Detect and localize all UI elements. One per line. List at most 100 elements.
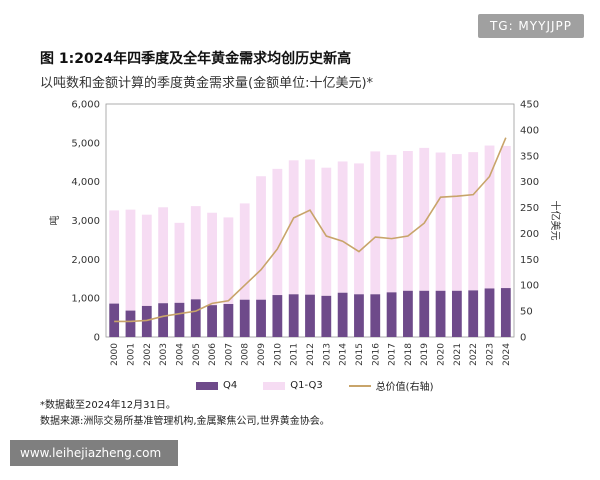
x-tick-label: 2023 (486, 343, 496, 366)
bar-q1q3 (337, 161, 348, 293)
x-tick-label: 2019 (420, 343, 430, 366)
bar-q1q3 (500, 145, 511, 289)
bar-q1q3 (354, 163, 364, 295)
x-tick-label: 2017 (388, 343, 398, 366)
bar-q1q3 (190, 206, 201, 300)
bar-q4 (419, 290, 430, 337)
bar-q4 (468, 290, 479, 337)
bar-q4 (337, 292, 348, 337)
y2-tick-label: 50 (520, 307, 533, 318)
bar-q1q3 (321, 167, 332, 296)
y2-tick-label: 350 (520, 151, 539, 162)
x-tick-label: 2003 (159, 343, 169, 366)
x-tick-label: 2008 (241, 343, 251, 366)
bar-q1q3 (435, 152, 446, 291)
bar-q1q3 (386, 154, 397, 293)
x-tick-label: 2016 (371, 343, 381, 366)
bar-q4 (321, 295, 332, 337)
x-tick-label: 2022 (469, 343, 479, 366)
bar-q1q3 (239, 203, 250, 300)
bar-q1q3 (223, 217, 234, 304)
watermark-bottom: www.leihejiazheng.com (10, 440, 178, 466)
bar-q4 (370, 294, 381, 337)
bar-q4 (484, 288, 495, 337)
legend-label-q4: Q4 (223, 380, 238, 391)
x-tick-label: 2006 (208, 343, 218, 366)
line-total-value (114, 137, 507, 323)
y-tick-label: 6,000 (71, 100, 100, 111)
x-tick-label: 2005 (192, 343, 202, 366)
bar-q1q3 (141, 214, 152, 306)
bar-q4 (207, 305, 217, 337)
data-source: 数据来源:洲际交易所基准管理机构,金属聚焦公司,世界黄金协会。 (40, 416, 330, 427)
bar-q1q3 (125, 209, 136, 311)
bar-q4 (435, 290, 446, 337)
y2-tick-label: 300 (520, 177, 539, 188)
x-tick-label: 2013 (322, 343, 332, 366)
bar-q1q3 (305, 159, 315, 295)
legend-swatch-q4 (196, 381, 218, 390)
bar-q1q3 (272, 168, 283, 296)
bar-q4 (354, 294, 364, 337)
x-tick-label: 2015 (355, 343, 365, 366)
y2-tick-label: 250 (520, 203, 539, 214)
y2-tick-label: 200 (520, 229, 539, 240)
footnote: *数据截至2024年12月31日。 (40, 400, 176, 411)
chart-title: 图 1:2024年四季度及全年黄金需求均创历史新高 (40, 51, 352, 67)
bar-q1q3 (256, 176, 266, 300)
y2-tick-label: 400 (520, 125, 539, 136)
bar-q1q3 (419, 147, 430, 291)
bar-q1q3 (468, 152, 479, 291)
x-tick-label: 2002 (143, 343, 153, 366)
bar-q4 (272, 295, 283, 337)
y-tick-label: 0 (94, 333, 100, 344)
x-tick-label: 2000 (110, 343, 120, 366)
x-tick-label: 2012 (306, 343, 316, 366)
bar-q1q3 (484, 145, 495, 289)
y2-tick-label: 150 (520, 255, 539, 266)
chart-legend: Q4 Q1-Q3 总价值(右轴) (196, 378, 434, 393)
bar-q1q3 (158, 207, 169, 304)
bar-q4 (239, 299, 250, 337)
bar-q4 (190, 299, 201, 337)
legend-label-total-value: 总价值(右轴) (375, 382, 434, 393)
x-tick-label: 2020 (437, 343, 447, 366)
legend-label-q1q3: Q1-Q3 (290, 380, 323, 391)
x-tick-label: 2014 (339, 343, 349, 366)
bar-q1q3 (370, 151, 381, 295)
bar-q1q3 (174, 222, 185, 303)
legend-swatch-q1q3 (263, 381, 286, 390)
x-tick-label: 2001 (126, 343, 136, 366)
watermark-top: TG: MYYJJPP (477, 14, 584, 38)
bar-q4 (500, 288, 511, 337)
bar-q4 (386, 292, 397, 337)
bar-q4 (288, 294, 299, 337)
bar-q4 (256, 299, 266, 337)
x-tick-label: 2011 (290, 343, 300, 366)
x-tick-label: 2024 (502, 343, 512, 366)
x-tick-label: 2021 (453, 343, 463, 366)
bar-q4 (305, 294, 315, 337)
x-tick-label: 2004 (175, 343, 185, 366)
legend-item-q4: Q4 (196, 380, 237, 391)
bar-q4 (125, 310, 136, 337)
legend-swatch-total-value (348, 384, 371, 387)
bar-q1q3 (403, 150, 413, 291)
y-tick-label: 5,000 (71, 138, 100, 149)
x-tick-label: 2010 (273, 343, 283, 366)
y-tick-label: 2,000 (71, 255, 100, 266)
bar-q1q3 (288, 160, 299, 295)
chart-subtitle: 以吨数和金额计算的季度黄金需求量(金额单位:十亿美元)* (40, 76, 374, 91)
bar-q4 (174, 302, 185, 337)
y2-tick-label: 0 (520, 333, 526, 344)
y2-tick-label: 450 (520, 100, 539, 111)
y-axis-label: 吨 (48, 216, 61, 226)
y-tick-label: 3,000 (71, 216, 100, 227)
x-tick-label: 2009 (257, 343, 267, 366)
bar-q4 (109, 303, 120, 337)
bar-q4 (141, 305, 152, 337)
bar-q4 (158, 303, 169, 337)
x-tick-label: 2007 (224, 343, 234, 366)
x-tick-label: 2018 (404, 343, 414, 366)
